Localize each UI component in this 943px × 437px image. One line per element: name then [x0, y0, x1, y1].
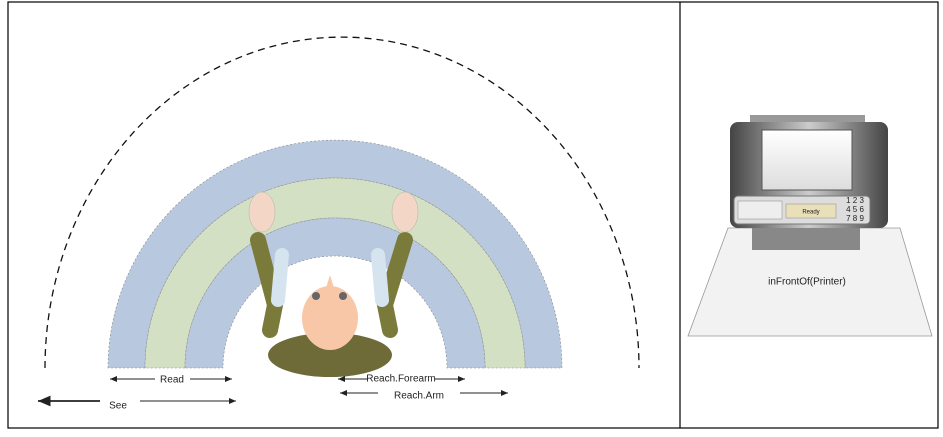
keypad-row: 4 5 6: [846, 205, 864, 214]
keypad-row: 7 8 9: [846, 214, 864, 223]
reach-forearm-label: Reach.Forearm: [366, 374, 435, 385]
reach-arm-label: Reach.Arm: [394, 391, 444, 402]
printer-caption: inFrontOf(Printer): [768, 277, 846, 288]
printer: [688, 115, 932, 336]
page: Read See Reach.Forearm Reach.Arm Ready 1…: [0, 0, 943, 432]
read-label: Read: [160, 375, 184, 386]
diagram: Read See Reach.Forearm Reach.Arm Ready 1…: [0, 0, 943, 432]
keypad-row: 1 2 3: [846, 196, 864, 205]
display-text: Ready: [802, 210, 819, 216]
see-label: See: [109, 401, 127, 412]
